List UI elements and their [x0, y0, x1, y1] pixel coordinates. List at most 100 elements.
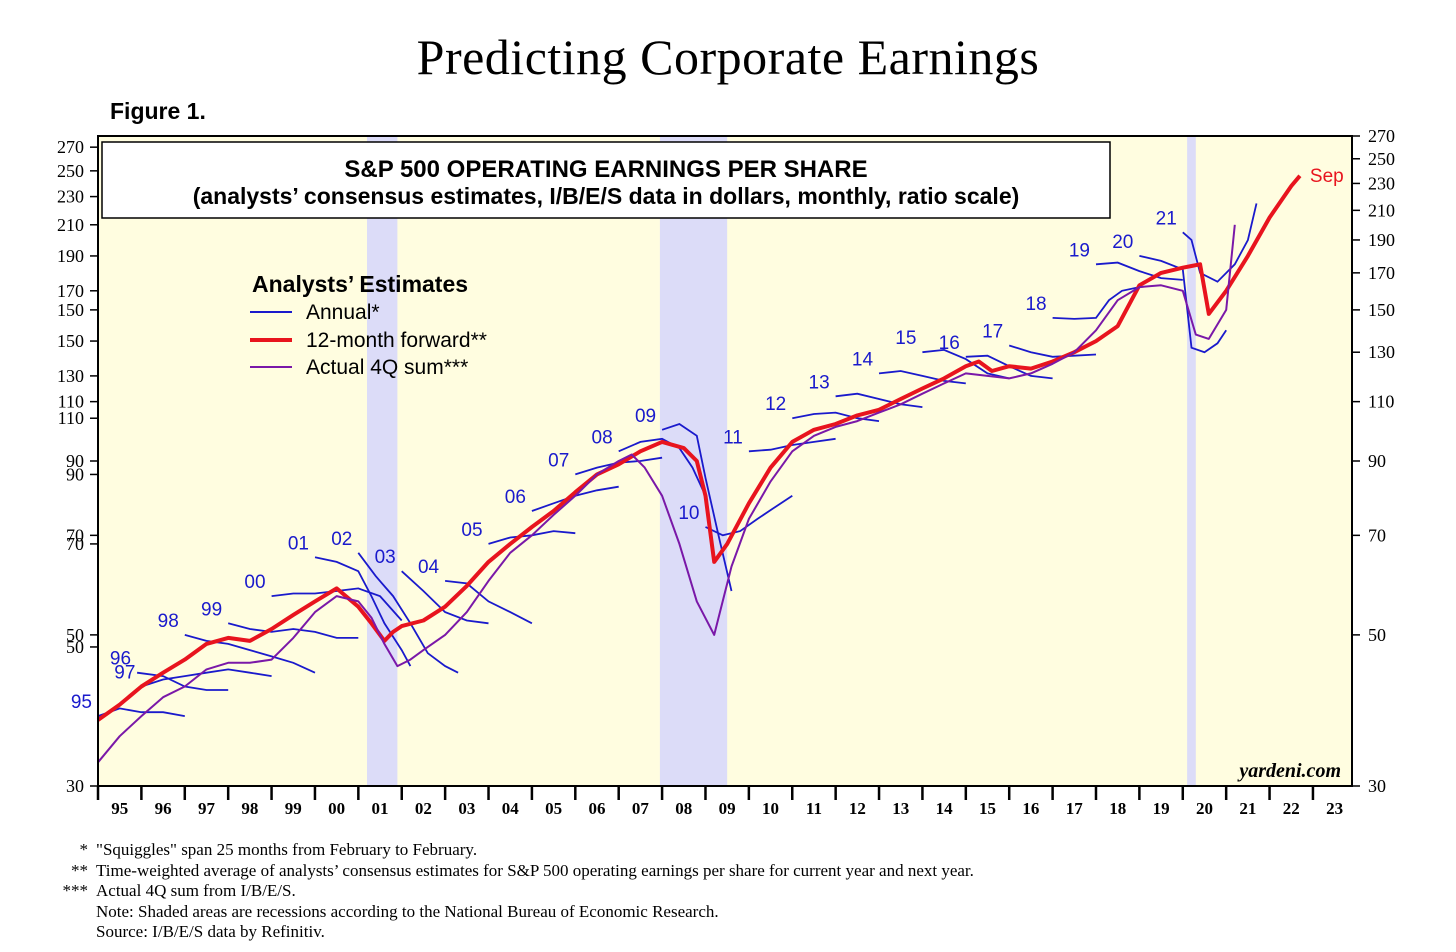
y-tick-label-left: 50 — [66, 625, 84, 645]
annual-squiggle-label: 06 — [505, 487, 526, 508]
y-tick-label-left: 70 — [66, 534, 84, 554]
annual-squiggle-label: 19 — [1069, 240, 1090, 261]
annual-squiggle-line — [1182, 203, 1258, 283]
y-tick-label-left: 50 — [66, 637, 84, 657]
y-tick-label-right: 130 — [1368, 342, 1395, 362]
annual-squiggle-label: 13 — [809, 372, 830, 393]
y-tick-label-left: 110 — [58, 408, 84, 428]
x-tick-label: 01 — [372, 799, 389, 818]
footnote-text: Note: Shaded areas are recessions accord… — [96, 901, 719, 921]
y-tick-label-right: 110 — [1368, 392, 1394, 412]
annual-squiggle-label: 04 — [418, 557, 440, 578]
y-tick-label-right: 250 — [1368, 149, 1395, 169]
x-tick-label: 10 — [762, 799, 779, 818]
x-tick-label: 97 — [198, 799, 216, 818]
footnote: ** Time-weighted average of analysts’ con… — [48, 861, 974, 882]
annual-squiggle-label: 00 — [244, 572, 265, 593]
y-tick-label-right: 30 — [1368, 776, 1386, 796]
annual-squiggle-line — [1139, 255, 1227, 354]
x-tick-label: 16 — [1022, 799, 1039, 818]
annual-squiggle-line — [401, 570, 489, 625]
annual-squiggle-line — [705, 495, 793, 537]
footnote-mark: ** — [71, 860, 88, 880]
annual-squiggle-label: 99 — [201, 599, 222, 620]
legend: Analysts’ Estimates Annual* 12-month for… — [250, 271, 487, 379]
footnote: *** Actual 4Q sum from I/B/E/S. — [48, 881, 974, 902]
y-tick-label-left: 270 — [57, 137, 84, 157]
x-tick-label: 13 — [892, 799, 909, 818]
y-tick-label-right: 170 — [1368, 263, 1395, 283]
annual-squiggle-line — [227, 622, 359, 639]
y-tick-label-left: 70 — [66, 525, 84, 545]
footnote-text: Time-weighted average of analysts’ conse… — [96, 860, 974, 880]
x-tick-label: 05 — [545, 799, 562, 818]
x-tick-label: 11 — [806, 799, 822, 818]
x-tick-label: 17 — [1066, 799, 1084, 818]
y-tick-label-left: 150 — [57, 331, 84, 351]
x-tick-label: 04 — [502, 799, 520, 818]
y-tick-label-right: 90 — [1368, 451, 1386, 471]
annual-squiggle-label: 09 — [635, 406, 656, 427]
annual-squiggle-label: 17 — [982, 321, 1003, 342]
y-tick-label-left: 150 — [57, 300, 84, 320]
figure-label: Figure 1. — [110, 98, 206, 124]
footnote-mark: *** — [62, 881, 89, 900]
x-tick-label: 99 — [285, 799, 302, 818]
annual-squiggle-line — [141, 668, 272, 688]
y-tick-label-left: 110 — [58, 392, 84, 412]
page-title: Predicting Corporate Earnings — [416, 29, 1040, 85]
annual-squiggle-line — [878, 370, 966, 385]
footnote-mark — [48, 902, 96, 923]
annual-squiggle-line — [444, 580, 533, 625]
x-tick-label: 20 — [1196, 799, 1213, 818]
x-tick-label: 14 — [936, 799, 954, 818]
annual-squiggle-line — [1052, 286, 1140, 320]
series-end-label: Sep — [1310, 166, 1344, 187]
annual-squiggle-label: 95 — [71, 692, 92, 713]
annual-squiggle-label: 08 — [592, 427, 613, 448]
footnote-mark: * — [79, 840, 89, 859]
annual-squiggle-label: 15 — [895, 328, 916, 349]
x-tick-label: 07 — [632, 799, 650, 818]
footnote-text: Source: I/B/E/S data by Refinitiv. — [96, 922, 325, 941]
annual-squiggle-label: 12 — [765, 394, 786, 415]
footnote-mark — [48, 922, 96, 943]
chart-title: S&P 500 OPERATING EARNINGS PER SHARE — [344, 156, 867, 183]
x-tick-label: 18 — [1109, 799, 1126, 818]
y-tick-label-left: 90 — [66, 464, 84, 484]
annual-squiggle-label: 14 — [852, 349, 874, 370]
footnotes: * "Squiggles" span 25 months from Februar… — [48, 840, 974, 943]
earnings-chart: 3050507070909011011013015015017019021023… — [57, 126, 1395, 818]
annual-squiggle-label: 16 — [939, 333, 960, 354]
x-tick-label: 00 — [328, 799, 345, 818]
annual-squiggle-label: 98 — [158, 611, 179, 632]
x-tick-label: 95 — [111, 799, 128, 818]
y-tick-label-right: 150 — [1368, 300, 1395, 320]
recession-band — [367, 136, 398, 786]
annual-squiggle-line — [314, 556, 412, 667]
legend-label-actual: Actual 4Q sum*** — [306, 356, 468, 379]
x-tick-label: 19 — [1153, 799, 1170, 818]
annual-squiggle-line — [184, 634, 316, 674]
legend-title: Analysts’ Estimates — [252, 271, 468, 297]
series-line — [97, 224, 1236, 763]
x-tick-label: 98 — [241, 799, 258, 818]
annual-squiggle-label: 01 — [288, 533, 309, 554]
annual-squiggle-line — [661, 423, 733, 592]
y-tick-label-left: 250 — [57, 161, 84, 181]
annual-squiggle-label: 97 — [114, 662, 135, 683]
annual-squiggle-label: 07 — [548, 450, 569, 471]
legend-label-annual: Annual* — [306, 301, 380, 324]
footnote-text: Actual 4Q sum from I/B/E/S. — [96, 881, 296, 900]
annual-squiggle-label: 11 — [723, 427, 743, 448]
annual-squiggle-line — [835, 392, 923, 408]
x-tick-label: 15 — [979, 799, 996, 818]
x-tick-label: 21 — [1239, 799, 1256, 818]
annual-squiggle-label: 03 — [375, 547, 396, 568]
x-tick-label: 02 — [415, 799, 432, 818]
y-tick-label-left: 170 — [57, 281, 84, 301]
x-tick-label: 96 — [155, 799, 172, 818]
annual-squiggle-line — [1008, 344, 1097, 358]
annual-squiggle-label: 21 — [1156, 208, 1177, 229]
x-tick-label: 06 — [588, 799, 605, 818]
